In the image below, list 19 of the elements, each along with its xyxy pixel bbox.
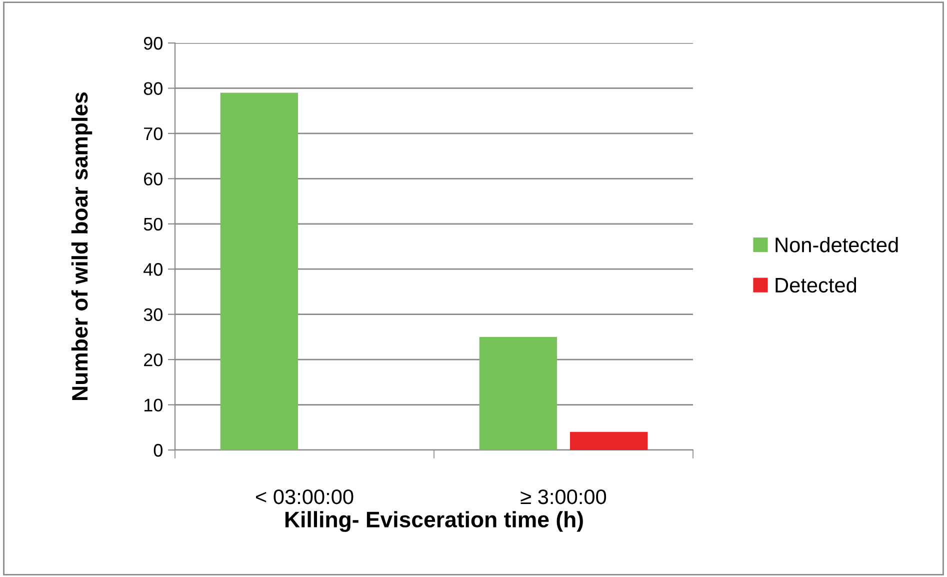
y-tick-label: 50 [144,218,162,231]
legend-label: Non-detected [776,237,898,252]
y-tick-label: 90 [144,36,162,50]
y-tick-label: 30 [144,308,162,322]
x-tick-label: < 03:00:00 [256,489,354,504]
y-axis-title: Number of wild boar samples [71,92,92,400]
bar [220,92,298,450]
bar [479,336,558,450]
y-tick-label: 70 [144,127,162,140]
bar [570,432,648,450]
x-axis-title: Killing- Evisceration time (h) [285,511,583,532]
y-tick-label: 10 [144,398,162,412]
y-tick-label: 20 [144,353,162,366]
y-tick-label: 60 [144,172,162,186]
y-tick-label: 80 [144,82,162,95]
y-tick-label: 0 [154,444,162,457]
x-tick-label: ≥ 3:00:00 [520,489,606,504]
legend-label: Detected [776,277,856,293]
y-tick-label: 40 [144,263,162,276]
